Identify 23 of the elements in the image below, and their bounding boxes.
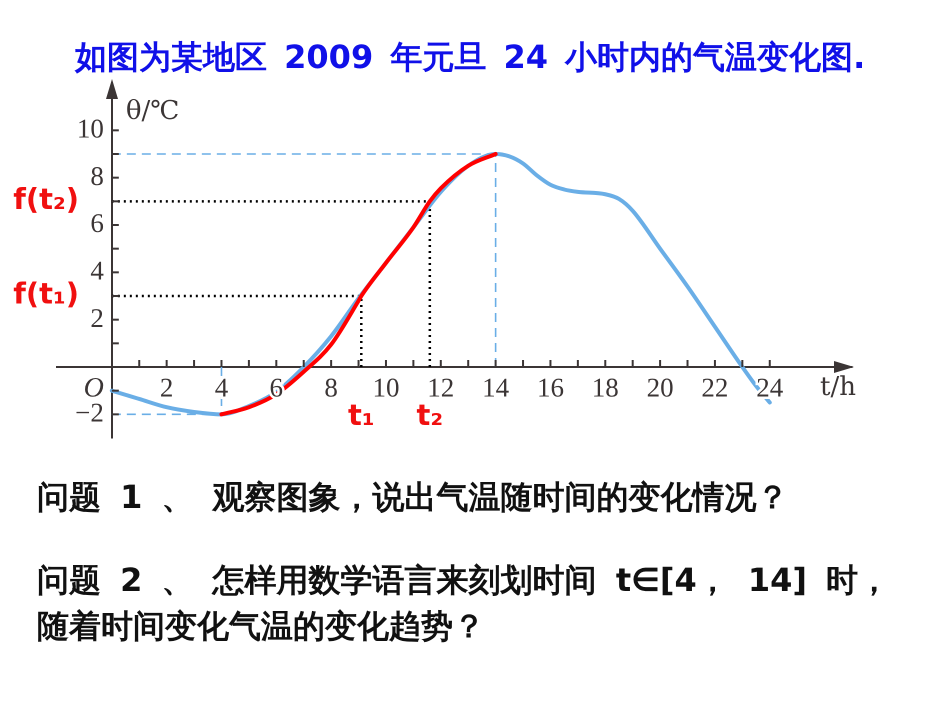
x-tick-label: 16: [536, 372, 564, 402]
y-tick-label: 2: [90, 302, 104, 333]
x-tick-label: 4: [214, 372, 229, 402]
ref-line-label: f(t₂): [13, 182, 79, 216]
text: 问题 1 、 观察图象，说出气温随时间的变化情况？: [37, 477, 790, 518]
x-tick-label: 8: [324, 372, 338, 402]
x-tick-label: 20: [646, 372, 674, 402]
x-axis-title: t/h: [820, 372, 856, 402]
y-tick-label: 6: [90, 208, 104, 238]
ref-line-label: f(t₁): [13, 276, 79, 311]
text: 问题 2 、 怎样用数学语言来刻划时间 t∈[4， 14] 时，随着时间变化气温的变化趋势？: [37, 560, 892, 647]
y-tick-label: 10: [76, 113, 104, 144]
x-tick-label: 22: [701, 372, 728, 402]
chart-title: 如图为某地区 2009 年元旦 24 小时内的气温变化图.: [75, 37, 866, 78]
y-tick-label: 8: [90, 160, 104, 191]
x-tick-label: 18: [592, 372, 619, 402]
x-tick-label: 24: [756, 372, 784, 402]
x-tick-label: 14: [482, 372, 510, 402]
ref-line-label: t₁: [348, 398, 375, 432]
x-tick-label: 2: [160, 372, 174, 402]
y-axis-title: θ/℃: [126, 96, 180, 126]
x-tick-label: 10: [372, 372, 400, 402]
y-tick-label: 4: [90, 255, 104, 286]
